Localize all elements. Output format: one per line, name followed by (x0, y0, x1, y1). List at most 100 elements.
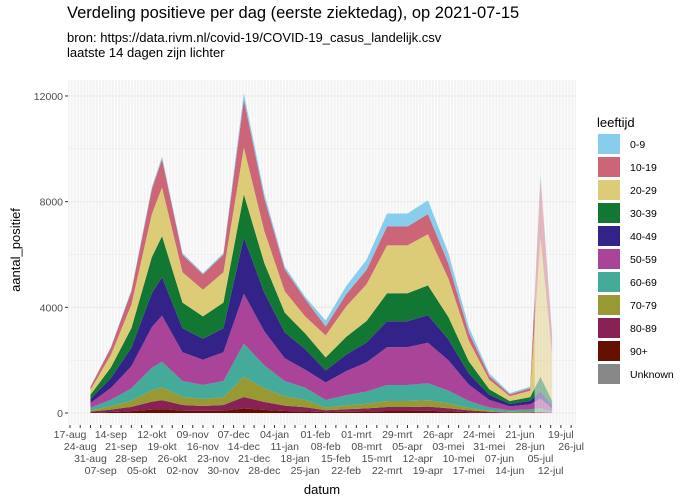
x-tick-label: 08-feb (311, 441, 341, 453)
x-tick-label: 31-aug (74, 453, 107, 465)
area-20-29 (90, 147, 535, 402)
legend-item: 90+ (598, 341, 648, 361)
x-tick-label: 09-nov (177, 429, 210, 441)
area-50-59-recent (534, 398, 553, 412)
x-tick-label: 19-apr (413, 465, 444, 477)
y-axis-title: aantal_positief (8, 208, 23, 292)
area-80-89 (90, 397, 535, 413)
area-10-19-recent (534, 177, 553, 356)
x-tick-label: 01-feb (301, 429, 331, 441)
x-tick-label: 19-okt (147, 441, 176, 453)
legend-item: 70-79 (598, 295, 657, 315)
x-tick-label: 07-jun (485, 453, 514, 465)
legend-item: 40-49 (598, 226, 657, 246)
legend-swatch (598, 180, 620, 200)
x-tick-label: 28-dec (248, 465, 280, 477)
legend-item: Unknown (598, 364, 674, 384)
x-tick-label: 18-jan (280, 453, 309, 465)
legend-item: 50-59 (598, 249, 657, 269)
x-tick-label: 30-nov (207, 465, 240, 477)
legend-label: 0-9 (630, 139, 645, 151)
area-40-49 (90, 237, 535, 407)
legend-item: 80-89 (598, 318, 657, 338)
area-70-79 (90, 376, 535, 413)
legend-swatch (598, 249, 620, 269)
y-tick-label: 12000 (34, 91, 63, 103)
area-50-59 (90, 293, 535, 411)
area-70-79-recent (534, 410, 553, 413)
legend-swatch (598, 226, 620, 246)
legend-item: 0-9 (598, 134, 645, 154)
x-tick-label: 11-jan (271, 441, 300, 453)
x-tick-label: 28-sep (115, 453, 147, 465)
x-tick-label: 12-jul (538, 465, 564, 477)
stacked-areas (90, 93, 553, 413)
legend-label: Unknown (630, 369, 674, 381)
x-tick-label: 29-mrt (382, 429, 412, 441)
legend-label: 80-89 (630, 323, 657, 335)
area-80-89-recent (534, 411, 553, 413)
x-tick-label: 02-nov (166, 465, 199, 477)
x-tick-label: 31-mei (473, 441, 505, 453)
x-tick-label: 21-dec (238, 453, 270, 465)
x-tick-label: 17-aug (54, 429, 87, 441)
x-tick-label: 23-nov (197, 453, 230, 465)
legend: leeftijd 0-9 10-19 20-29 30-39 40-49 50-59 60-… (597, 115, 674, 384)
legend-swatch (598, 341, 620, 361)
x-axis-title: datum (304, 482, 340, 497)
legend-label: 50-59 (630, 254, 657, 266)
chart-subtitle-note: laatste 14 dagen zijn lichter (67, 45, 225, 60)
y-axis: 0 4000 8000 12000 (34, 91, 68, 420)
area-30-39 (90, 194, 535, 404)
legend-title: leeftijd (597, 115, 635, 130)
x-tick-label: 01-mrt (341, 429, 371, 441)
x-tick-label: 07-dec (218, 429, 250, 441)
y-tick-label: 8000 (40, 197, 64, 209)
x-tick-label: 08-mrt (351, 441, 381, 453)
legend-label: 30-39 (630, 208, 657, 220)
legend-item: 20-29 (598, 180, 657, 200)
legend-swatch (598, 272, 620, 292)
area-10-19 (90, 99, 535, 397)
area-90-recent (534, 412, 553, 413)
area-20-29-recent (534, 237, 553, 402)
legend-swatch (598, 318, 620, 338)
chart-subtitle-source: bron: https://data.rivm.nl/covid-19/COVI… (67, 30, 442, 45)
area-40-49-recent (534, 391, 553, 409)
area-90 (90, 408, 535, 413)
legend-swatch (598, 157, 620, 177)
x-tick-label: 16-nov (187, 441, 220, 453)
x-tick-label: 10-mei (443, 453, 475, 465)
x-tick-label: 22-feb (331, 465, 361, 477)
x-tick-label: 14-dec (228, 441, 260, 453)
x-tick-label: 05-apr (392, 441, 423, 453)
x-tick-label: 04-jan (260, 429, 289, 441)
y-tick-label: 0 (57, 408, 63, 420)
x-tick-label: 12-okt (137, 429, 166, 441)
x-tick-label: 25-jan (291, 465, 320, 477)
x-tick-label: 22-mrt (372, 465, 402, 477)
legend-swatch (598, 364, 620, 384)
x-tick-label: 19-jul (548, 429, 574, 441)
x-tick-label: 14-sep (95, 429, 127, 441)
legend-label: 10-19 (630, 162, 657, 174)
y-tick-label: 4000 (40, 302, 64, 314)
x-tick-label: 28-jun (516, 441, 545, 453)
legend-label: 90+ (630, 346, 648, 358)
x-tick-label: 12-apr (403, 453, 434, 465)
legend-swatch (598, 203, 620, 223)
legend-label: 40-49 (630, 231, 657, 243)
x-tick-label: 14-jun (495, 465, 524, 477)
x-tick-label: 21-jun (505, 429, 534, 441)
x-tick-label: 05-jul (528, 453, 554, 465)
x-tick-label: 26-jul (558, 441, 584, 453)
area-30-39-recent (534, 376, 553, 406)
x-tick-label: 17-mei (453, 465, 485, 477)
x-tick-label: 21-sep (105, 441, 137, 453)
area-60-69-recent (534, 408, 553, 413)
x-tick-label: 15-mrt (362, 453, 392, 465)
x-tick-label: 15-feb (321, 453, 351, 465)
